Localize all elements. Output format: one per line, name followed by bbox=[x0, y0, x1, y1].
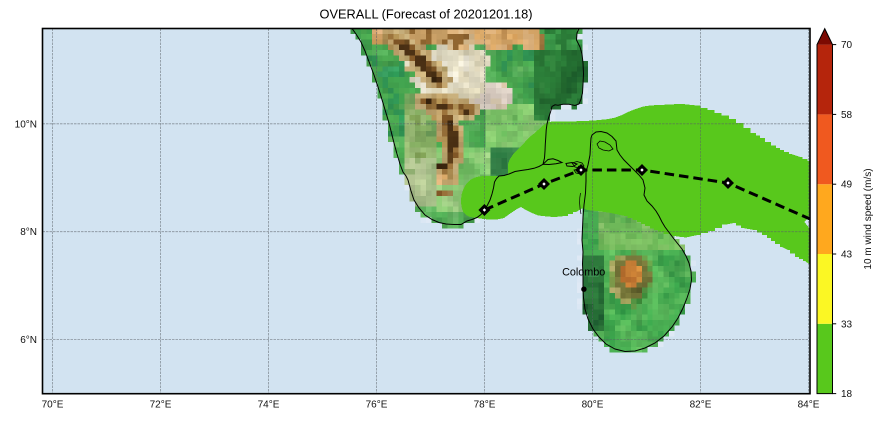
svg-text:10°N: 10°N bbox=[15, 119, 37, 130]
svg-text:82°E: 82°E bbox=[690, 400, 712, 411]
svg-text:Colombo: Colombo bbox=[562, 267, 605, 279]
svg-text:70: 70 bbox=[841, 40, 853, 51]
svg-text:74°E: 74°E bbox=[258, 400, 280, 411]
svg-text:8°N: 8°N bbox=[20, 227, 37, 238]
svg-text:58: 58 bbox=[841, 110, 853, 121]
svg-text:6°N: 6°N bbox=[20, 335, 37, 346]
svg-text:76°E: 76°E bbox=[366, 400, 388, 411]
svg-text:84°E: 84°E bbox=[798, 400, 820, 411]
svg-text:78°E: 78°E bbox=[474, 400, 496, 411]
svg-text:72°E: 72°E bbox=[150, 400, 172, 411]
svg-text:OVERALL (Forecast of 20201201.: OVERALL (Forecast of 20201201.18) bbox=[320, 7, 533, 22]
svg-text:80°E: 80°E bbox=[582, 400, 604, 411]
svg-text:49: 49 bbox=[841, 180, 853, 191]
svg-text:33: 33 bbox=[841, 319, 853, 330]
svg-text:18: 18 bbox=[841, 389, 853, 400]
svg-text:43: 43 bbox=[841, 250, 853, 261]
svg-text:10 m wind speed (m/s): 10 m wind speed (m/s) bbox=[863, 168, 874, 269]
svg-text:70°E: 70°E bbox=[42, 400, 64, 411]
